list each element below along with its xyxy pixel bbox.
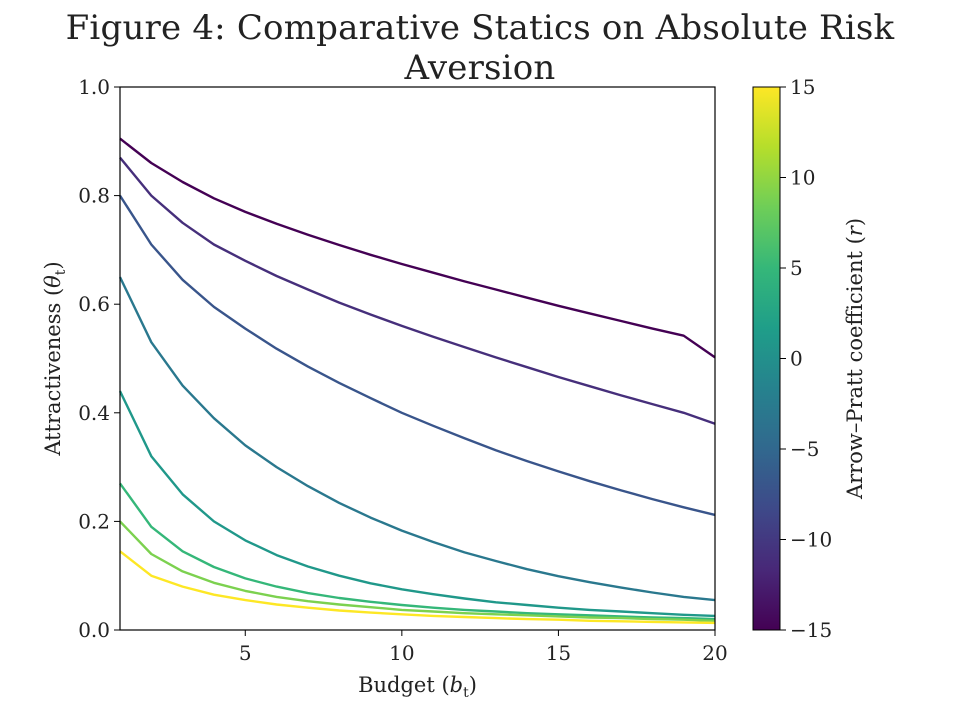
x-tick-label: 10	[389, 641, 414, 665]
y-tick-label: 0.6	[78, 292, 110, 316]
colorbar-tick-label: −5	[790, 437, 819, 461]
colorbar	[752, 86, 781, 631]
chart-title: Figure 4: Comparative Statics on Absolut…	[65, 8, 895, 88]
colorbar-tick-label: 10	[790, 166, 815, 190]
y-tick-label: 0.2	[78, 509, 110, 533]
y-tick-label: 0.0	[78, 618, 110, 642]
series-line	[118, 194, 716, 517]
series-line	[119, 156, 716, 425]
y-tick-label: 0.4	[78, 401, 110, 425]
colorbar-label: Arrow–Pratt coefficient (r)	[843, 218, 867, 500]
x-tick-label: 15	[546, 641, 571, 665]
colorbar-tick-label: 15	[790, 75, 815, 99]
series-line	[118, 276, 716, 602]
colorbar-tick-label: −15	[790, 618, 832, 642]
series-line	[119, 137, 716, 359]
series-line	[119, 520, 716, 622]
colorbar-tick-label: 5	[790, 256, 803, 280]
series-line	[118, 390, 716, 618]
y-tick-label: 0.8	[78, 184, 110, 208]
colorbar-tick-label: −10	[790, 528, 832, 552]
y-axis-label: Attractiveness (θt)	[41, 261, 69, 456]
plot-frame	[119, 86, 716, 631]
series-layer	[118, 137, 716, 625]
series-line	[119, 550, 716, 625]
x-tick-label: 5	[239, 641, 252, 665]
colorbar-ticks: 15 10 5 0 −5 −10 −15	[780, 75, 832, 642]
x-axis: 5 10 15 20	[239, 630, 728, 665]
y-tick-label: 1.0	[78, 75, 110, 99]
x-axis-label: Budget (bt)	[358, 673, 477, 701]
series-line	[119, 482, 716, 621]
x-tick-label: 20	[702, 641, 727, 665]
y-axis: 0.0 0.2 0.4 0.6 0.8 1.0	[78, 75, 120, 642]
colorbar-tick-label: 0	[790, 347, 803, 371]
